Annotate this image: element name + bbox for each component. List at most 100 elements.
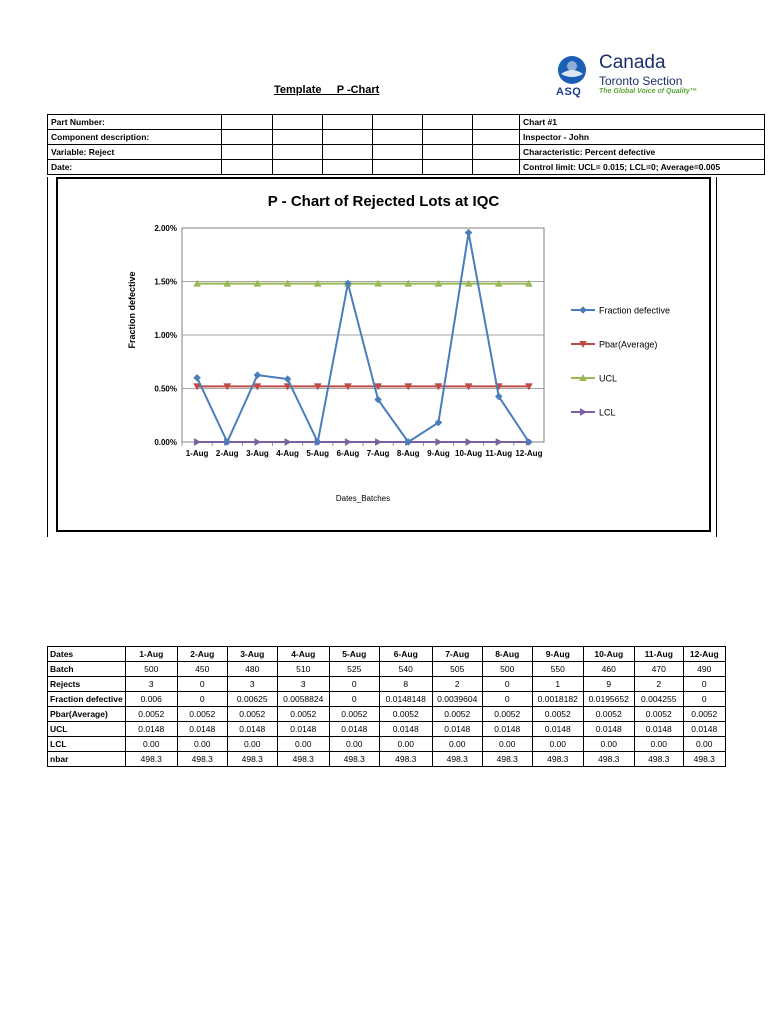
- data-point: [253, 371, 262, 379]
- logo-tagline: The Global Voice of Quality™: [599, 88, 697, 95]
- data-point: [464, 228, 473, 237]
- row-label: Fraction defective: [47, 691, 126, 707]
- data-point: [253, 279, 262, 287]
- y-tick-label: 2.00%: [154, 224, 177, 233]
- table-cell: 0.0148: [531, 721, 584, 737]
- table-cell: 3-Aug: [226, 646, 278, 662]
- table-row: Fraction defective 0.006 0 0.00625 0.0058824…: [47, 691, 726, 707]
- data-point: [193, 279, 202, 287]
- x-tick-label: 10-Aug: [455, 449, 482, 458]
- table-cell: 10-Aug: [582, 646, 635, 662]
- x-tick-label: 11-Aug: [485, 449, 512, 458]
- x-tick-label: 7-Aug: [367, 449, 390, 458]
- table-cell: 12-Aug: [682, 646, 726, 662]
- globe-icon: [558, 56, 586, 84]
- table-cell: 0: [481, 691, 533, 707]
- table-cell: 0.0148: [378, 721, 433, 737]
- data-point: [374, 383, 383, 391]
- table-cell: 498.3: [378, 751, 433, 767]
- table-cell: 0.00: [276, 736, 330, 752]
- y-tick-label: 0.00%: [154, 438, 177, 447]
- data-table: Dates 1-Aug 2-Aug 3-Aug 4-Aug 5-Aug 6-Aug 7-Aug…: [47, 646, 726, 767]
- table-cell: 0.0148: [481, 721, 533, 737]
- table-cell: 0.004255: [633, 691, 684, 707]
- legend-label: UCL: [599, 374, 617, 384]
- table-row: Batch 500 450 480 510 525 540 505 500 550 460 470 49…: [47, 661, 726, 677]
- info-row: Date: Control limit: UCL= 0.015; LCL=0; A…: [47, 159, 765, 175]
- row-label: UCL: [47, 721, 126, 737]
- info-empty-cell: [272, 144, 323, 160]
- info-empty-cell: [422, 159, 473, 175]
- table-cell: 550: [531, 661, 584, 677]
- table-cell: 500: [124, 661, 178, 677]
- data-point: [313, 438, 322, 446]
- x-tick-label: 5-Aug: [306, 449, 329, 458]
- asq-logo: ASQ Canada Toronto Section The Global Vo…: [556, 52, 716, 102]
- table-cell: 0.0018182: [531, 691, 584, 707]
- table-cell: 0.00: [582, 736, 635, 752]
- x-axis-label: Dates_Batches: [336, 494, 390, 503]
- table-row: Pbar(Average) 0.0052 0.0052 0.0052 0.0052 0.0…: [47, 706, 726, 722]
- data-point: [313, 279, 322, 287]
- info-empty-cell: [272, 129, 323, 145]
- table-cell: 0: [328, 691, 380, 707]
- table-cell: 0.006: [124, 691, 178, 707]
- data-point: [343, 383, 352, 391]
- table-cell: 6-Aug: [378, 646, 433, 662]
- table-cell: 460: [582, 661, 635, 677]
- sheet-border-right: [716, 177, 717, 537]
- info-row: Component description: Inspector - John: [47, 129, 765, 145]
- table-cell: 0: [481, 676, 533, 692]
- data-point: [464, 383, 473, 391]
- info-value: Inspector - John: [519, 129, 765, 145]
- data-point: [434, 383, 443, 391]
- data-point: [374, 279, 383, 287]
- table-cell: 498.3: [682, 751, 726, 767]
- x-tick-label: 4-Aug: [276, 449, 299, 458]
- row-label: Dates: [47, 646, 126, 662]
- data-point: [194, 438, 202, 446]
- table-cell: 11-Aug: [633, 646, 684, 662]
- table-cell: 0.0052: [431, 706, 483, 722]
- chart-frame: P - Chart of Rejected Lots at IQC 0.00% 0…: [56, 177, 711, 532]
- data-point: [495, 438, 503, 446]
- info-empty-cell: [221, 144, 273, 160]
- table-cell: 0.0148: [328, 721, 380, 737]
- info-empty-cell: [322, 144, 373, 160]
- table-cell: 0.00: [328, 736, 380, 752]
- row-label: nbar: [47, 751, 126, 767]
- page-title: Template P -Chart: [274, 84, 380, 96]
- table-cell: 0.0195652: [582, 691, 635, 707]
- info-empty-cell: [272, 159, 323, 175]
- info-empty-cell: [422, 144, 473, 160]
- table-cell: 3: [276, 676, 330, 692]
- table-cell: 0.00: [481, 736, 533, 752]
- info-empty-cell: [472, 114, 520, 130]
- data-point: [283, 279, 292, 287]
- data-point: [283, 375, 292, 383]
- data-point: [525, 438, 533, 446]
- table-cell: 2-Aug: [176, 646, 228, 662]
- data-point: [253, 383, 262, 391]
- info-empty-cell: [472, 144, 520, 160]
- table-cell: 498.3: [481, 751, 533, 767]
- info-empty-cell: [372, 129, 423, 145]
- table-cell: 0.0052: [226, 706, 278, 722]
- data-point: [223, 383, 232, 391]
- table-cell: 1: [531, 676, 584, 692]
- data-point: [313, 383, 322, 391]
- info-empty-cell: [472, 129, 520, 145]
- info-label: Date:: [47, 159, 222, 175]
- table-cell: 0.00: [176, 736, 228, 752]
- legend-marker: [579, 373, 587, 382]
- table-cell: 0.00: [531, 736, 584, 752]
- table-cell: 450: [176, 661, 228, 677]
- legend-label: Fraction defective: [599, 306, 670, 316]
- table-cell: 0.0058824: [276, 691, 330, 707]
- info-row: Variable: Reject Characteristic: Percent …: [47, 144, 765, 160]
- table-cell: 498.3: [633, 751, 684, 767]
- info-empty-cell: [422, 114, 473, 130]
- data-point: [193, 383, 202, 391]
- info-value: Characteristic: Percent defective: [519, 144, 765, 160]
- table-cell: 0: [176, 676, 228, 692]
